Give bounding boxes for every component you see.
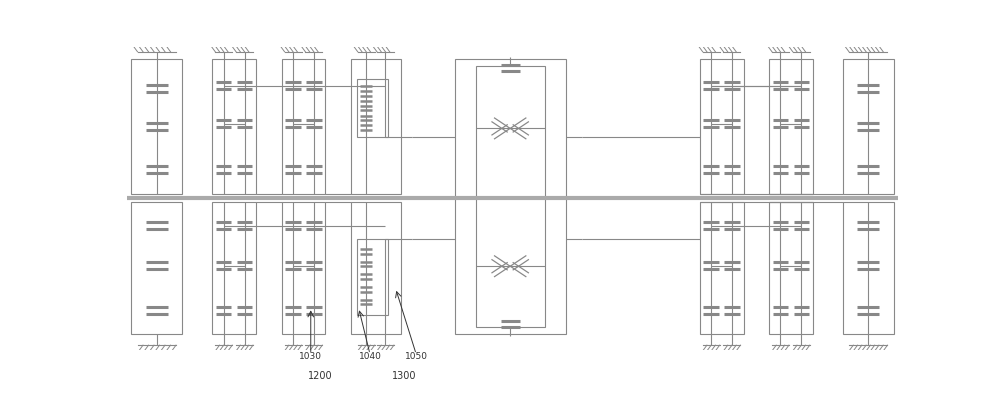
Text: 1030: 1030 [299, 352, 322, 361]
Bar [212, 202, 256, 334]
Bar [700, 59, 744, 194]
Bar [843, 202, 894, 334]
Bar [843, 59, 894, 194]
Bar [357, 239, 388, 314]
Bar [282, 202, 325, 334]
Text: 1300: 1300 [392, 371, 417, 381]
Bar [131, 59, 182, 194]
Bar [212, 59, 256, 194]
Bar [455, 59, 566, 334]
Bar [769, 59, 813, 194]
Bar [700, 202, 744, 334]
Bar [769, 202, 813, 334]
Bar [131, 202, 182, 334]
Bar [351, 59, 401, 194]
Text: 1200: 1200 [308, 371, 332, 381]
Bar [476, 66, 545, 327]
Text: 1050: 1050 [405, 352, 428, 361]
Bar [282, 59, 325, 194]
Bar [351, 202, 401, 334]
Text: 1040: 1040 [359, 352, 381, 361]
Bar [357, 79, 388, 137]
